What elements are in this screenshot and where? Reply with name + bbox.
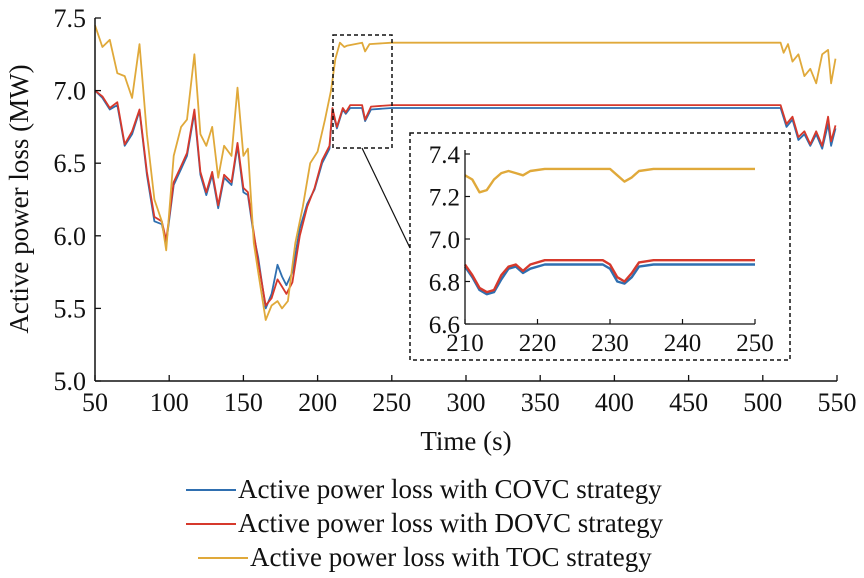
x-tick-label: 500	[743, 388, 782, 417]
x-tick-label: 550	[818, 388, 857, 417]
x-axis-label: Time (s)	[420, 426, 511, 456]
y-tick-label: 5.0	[54, 367, 87, 396]
x-tick-label: 300	[447, 388, 486, 417]
series-line-2	[94, 25, 837, 321]
inset-series-line-0	[464, 263, 755, 296]
inset-x-tick-label: 230	[591, 330, 629, 357]
inset-y-tick-label: 7.0	[429, 227, 460, 254]
x-tick-label: 50	[82, 388, 108, 417]
inset-y-tick-label: 6.6	[429, 312, 460, 339]
x-tick-label: 250	[372, 388, 411, 417]
inset-axes: 6.6 6.8 7.0 7.2 7.4 210 220 230 240 250	[429, 142, 774, 357]
inset-series-group	[464, 167, 755, 296]
line-chart: 5.0 5.5 6.0 6.5 7.0 7.5 50 100 150 200 250 300 350 40…	[4, 4, 857, 456]
inset-x-tick-label: 250	[736, 330, 774, 357]
zoom-connector-line	[361, 147, 411, 249]
inset-y-tick-label: 7.4	[429, 142, 461, 169]
legend-swatch-dovc	[186, 523, 236, 525]
inset-series-line-2	[464, 167, 755, 194]
series-line-1	[94, 89, 837, 307]
inset-frame	[409, 132, 791, 361]
inset-y-tick-label: 7.2	[429, 185, 460, 212]
y-tick-label: 6.5	[54, 149, 87, 178]
zoom-region-box	[332, 34, 393, 149]
x-tick-label: 400	[595, 388, 634, 417]
x-tick-label: 450	[669, 388, 708, 417]
inset-x-tick-label: 210	[446, 330, 484, 357]
inset-y-tick-label: 6.8	[429, 270, 460, 297]
x-tick-label: 350	[521, 388, 560, 417]
y-tick-label: 5.5	[54, 294, 87, 323]
inset-series-line-1	[464, 259, 755, 294]
x-tick-label: 200	[298, 388, 337, 417]
y-axis-label: Active power loss (MW)	[4, 64, 34, 333]
x-tick-label: 100	[150, 388, 189, 417]
legend-label-covc: Active power loss with COVC strategy	[238, 474, 662, 504]
y-tick-label: 7.0	[54, 77, 87, 106]
legend-label-dovc: Active power loss with DOVC strategy	[238, 508, 664, 538]
main-series-group	[94, 25, 837, 321]
y-tick-label: 6.0	[54, 222, 87, 251]
main-axes: 5.0 5.5 6.0 6.5 7.0 7.5 50 100 150 200 250 300 350 40…	[54, 4, 857, 417]
inset-x-tick-label: 240	[664, 330, 702, 357]
legend-swatch-covc	[186, 489, 236, 491]
inset-x-tick-label: 220	[519, 330, 557, 357]
legend-swatch-toc	[198, 557, 248, 559]
legend-label-toc: Active power loss with TOC strategy	[250, 542, 652, 572]
x-tick-label: 150	[224, 388, 263, 417]
inset-panel: 6.6 6.8 7.0 7.2 7.4 210 220 230 240 250	[409, 132, 791, 361]
y-tick-label: 7.5	[54, 4, 87, 33]
